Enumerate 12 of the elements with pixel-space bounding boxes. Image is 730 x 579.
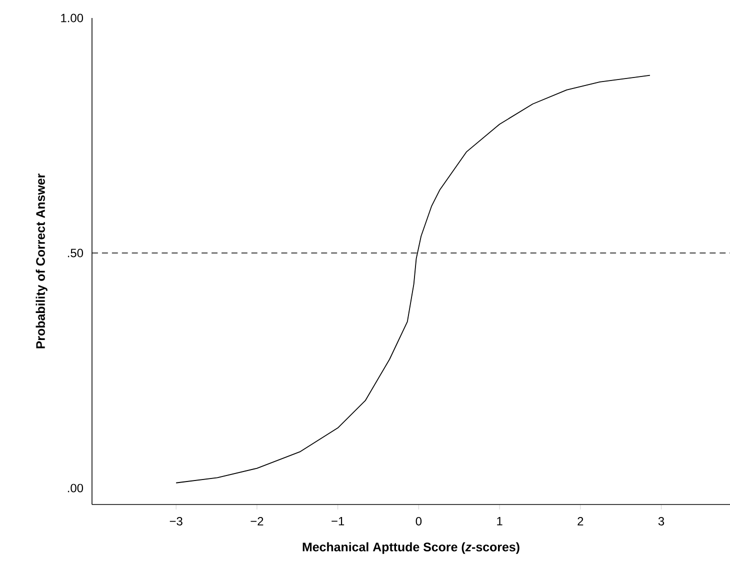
x-tick-label: 1: [497, 516, 502, 526]
x-tick-label: 0: [416, 516, 422, 526]
y-tick-label: .50: [68, 248, 84, 258]
y-tick-label: 1.00: [61, 14, 84, 22]
y-axis-title: Probability of Correct Answer: [36, 174, 48, 348]
x-axis-title: Mechanical Apttude Score (z-scores): [302, 542, 520, 554]
x-tick-label: −1: [332, 516, 344, 526]
x-tick-label: −3: [170, 516, 182, 526]
x-tick-label: −2: [250, 516, 264, 526]
x-tick-label: 2: [578, 516, 584, 526]
x-tick-label: 3: [658, 516, 664, 526]
y-tick-label: .00: [68, 484, 84, 492]
